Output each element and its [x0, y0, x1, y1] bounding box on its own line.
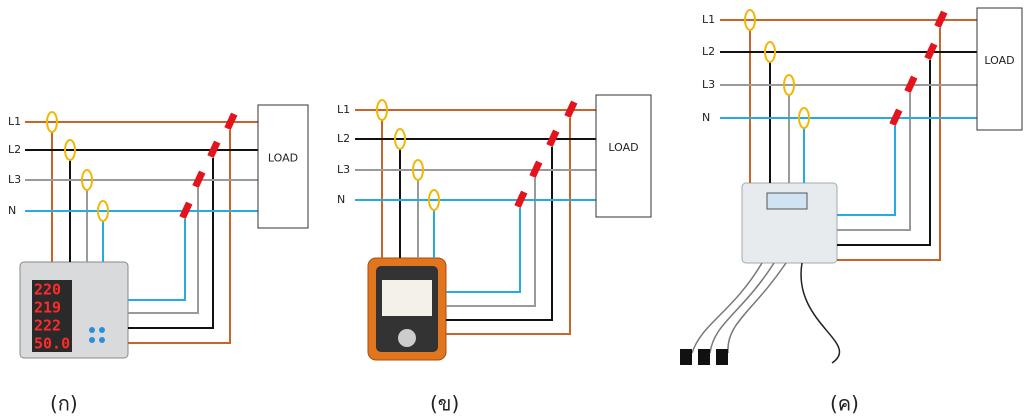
clamp-lead — [128, 188, 199, 314]
voltage-clamp — [924, 42, 938, 61]
clamp-lead — [446, 147, 553, 321]
current-probe — [81, 169, 93, 191]
probe-cable — [691, 262, 763, 354]
current-probe — [394, 128, 406, 150]
load-box — [976, 7, 1023, 131]
clamp-lead — [128, 219, 186, 301]
panel-caption: (ข) — [430, 392, 459, 416]
wiring-panel: L1 L2 L3 N LOAD (ข) — [337, 94, 652, 416]
clamp-lead — [837, 93, 911, 231]
meter-reading: 222 — [34, 317, 61, 335]
line-label: L3 — [702, 78, 715, 91]
probe-cable — [727, 262, 787, 354]
clamp-lead — [446, 118, 571, 335]
line-label: L2 — [8, 143, 21, 156]
current-probe — [376, 99, 388, 121]
voltage-clamp — [192, 170, 206, 189]
current-probe — [798, 107, 810, 129]
probe-clamp — [716, 349, 728, 365]
clamp-lead — [837, 28, 941, 261]
clamp-lead — [128, 158, 214, 329]
line-label: L1 — [8, 115, 21, 128]
line-label: N — [337, 193, 345, 206]
current-probe — [764, 41, 776, 63]
probe-cable — [709, 262, 775, 354]
clamp-lead — [128, 130, 231, 344]
clamp-lead — [837, 126, 896, 216]
meter-reading: 219 — [34, 299, 61, 317]
line-label: N — [702, 111, 710, 124]
panel-caption: (ก) — [50, 392, 78, 416]
voltage-cable — [800, 262, 841, 364]
current-probe — [783, 74, 795, 96]
voltage-clamp — [934, 10, 948, 29]
voltage-clamp — [564, 100, 578, 119]
line-label: L3 — [8, 173, 21, 186]
current-probe — [46, 111, 58, 133]
meter-reading: 220 — [34, 281, 61, 299]
voltage-clamp — [224, 112, 238, 131]
wiring-panel: L1 L2 L3 N LOAD (ค) — [680, 7, 1023, 416]
meter-button — [99, 327, 105, 333]
line-label: L2 — [702, 45, 715, 58]
meter-display — [32, 280, 72, 352]
current-probe — [744, 9, 756, 31]
logger-display — [766, 192, 808, 210]
meter-button — [89, 327, 95, 333]
load-box — [257, 104, 309, 229]
meter-button — [89, 337, 95, 343]
clamp-lead — [446, 178, 536, 307]
current-probe — [412, 159, 424, 181]
voltage-clamp — [514, 190, 528, 209]
line-label: L1 — [702, 13, 715, 26]
current-probe — [97, 200, 109, 222]
voltage-clamp — [546, 129, 560, 148]
probe-clamp — [698, 349, 710, 365]
current-probe — [428, 189, 440, 211]
load-label: LOAD — [984, 54, 1014, 67]
voltage-clamp — [904, 75, 918, 94]
voltage-clamp — [889, 108, 903, 127]
voltage-clamp — [529, 160, 543, 179]
current-probe — [64, 139, 76, 161]
load-box — [595, 94, 652, 218]
meter-button — [99, 337, 105, 343]
clamp-lead — [446, 208, 521, 293]
meter-reading: 50.0 — [34, 335, 70, 353]
line-label: L1 — [337, 103, 350, 116]
voltage-clamp — [207, 140, 221, 159]
voltage-clamp — [179, 201, 193, 220]
probe-clamp — [680, 349, 692, 365]
load-label: LOAD — [268, 152, 298, 165]
clamp-lead — [837, 60, 931, 246]
load-label: LOAD — [608, 141, 638, 154]
panel-caption: (ค) — [830, 392, 859, 416]
line-label: L3 — [337, 163, 350, 176]
line-label: N — [8, 204, 16, 217]
analyzer-screen — [382, 280, 432, 316]
line-label: L2 — [337, 132, 350, 145]
analyzer-dial — [398, 329, 416, 347]
